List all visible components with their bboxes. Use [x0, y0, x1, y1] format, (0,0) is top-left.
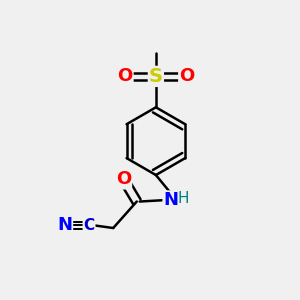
Text: N: N	[163, 191, 178, 209]
Text: O: O	[117, 68, 133, 85]
Text: O: O	[116, 170, 131, 188]
Text: O: O	[179, 68, 194, 85]
Text: S: S	[149, 67, 163, 86]
Text: H: H	[178, 191, 189, 206]
Text: C: C	[83, 218, 94, 232]
Text: N: N	[57, 216, 72, 234]
